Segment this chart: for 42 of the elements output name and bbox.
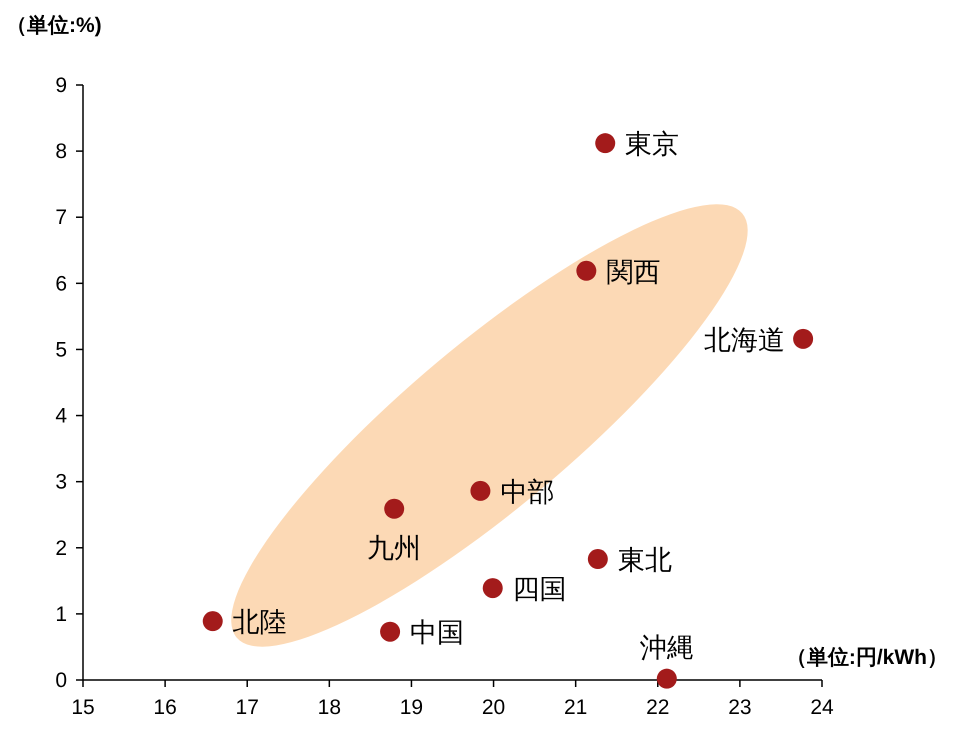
annotation: 中部 [500, 476, 554, 507]
point [595, 133, 616, 154]
x-axis-title: （単位:円/kWh） [786, 646, 948, 669]
point [482, 578, 503, 598]
y-tick-label: 4 [55, 404, 68, 428]
point [380, 622, 400, 642]
annotation: 中国 [410, 618, 464, 648]
y-tick-label: 2 [55, 536, 67, 560]
point [470, 480, 490, 501]
x-tick-label: 20 [482, 696, 506, 719]
point [588, 549, 608, 570]
y-tick-label: 8 [55, 140, 67, 164]
y-tick-label: 1 [55, 602, 67, 626]
point [576, 260, 596, 281]
point [656, 668, 677, 689]
point [202, 611, 223, 632]
x-tick-label: 17 [236, 696, 259, 719]
x-tick-label: 15 [71, 696, 95, 719]
x-tick-label: 24 [810, 696, 834, 719]
annotation: 九州 [367, 532, 422, 563]
annotation: 東北 [618, 545, 672, 576]
y-tick-label: 5 [55, 338, 67, 362]
y-tick-label: 9 [55, 74, 67, 97]
y-axis-title: （単位:%) [6, 14, 102, 37]
x-tick-label: 18 [318, 696, 342, 719]
annotation: 北海道 [704, 324, 786, 355]
annotation: 東京 [625, 129, 680, 160]
x-tick-label: 16 [153, 696, 177, 719]
annotation: 四国 [512, 574, 567, 604]
x-tick-label: 22 [646, 696, 670, 719]
y-tick-label: 6 [55, 272, 67, 296]
x-tick-label: 23 [728, 696, 752, 719]
annotation: 北陸 [232, 607, 287, 638]
x-tick-label: 21 [564, 696, 588, 719]
y-tick-label: 3 [55, 470, 67, 494]
x-tick-label: 19 [400, 696, 424, 719]
y-tick-label: 0 [55, 669, 67, 692]
y-tick-label: 7 [55, 206, 67, 230]
point [384, 498, 404, 519]
annotation: 関西 [606, 256, 660, 287]
annotation: 沖縄 [640, 632, 694, 663]
point [793, 328, 814, 349]
